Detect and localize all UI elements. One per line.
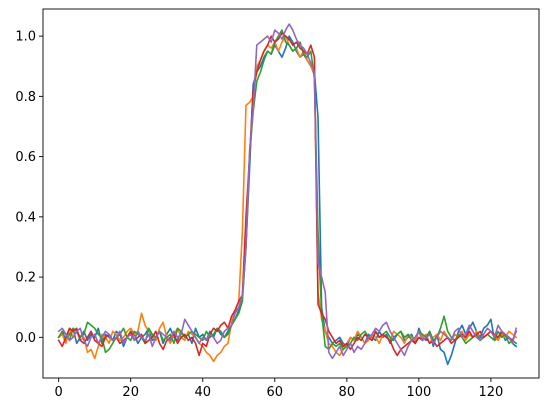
x-tick-label: 0 (55, 385, 63, 400)
series-line-1 (57, 35, 518, 366)
y-tick-label: 0.4 (15, 210, 36, 225)
x-tick-label: 20 (122, 385, 139, 400)
x-tick-label: 80 (339, 385, 356, 400)
plot-frame (42, 8, 540, 379)
y-tick-label: 0.0 (15, 331, 36, 346)
series-line-3 (57, 29, 518, 354)
x-tick-label: 40 (194, 385, 211, 400)
y-tick-label: 0.8 (15, 90, 36, 105)
series-layer (57, 23, 518, 366)
y-tick-label: 0.6 (15, 150, 36, 165)
series-line-5 (57, 23, 518, 360)
x-tick-label: 60 (267, 385, 284, 400)
series-line-2 (57, 35, 518, 363)
axes-layer: 0 20 40 60 80 100 120 0.0 0.2 0.4 0.6 0.8 1.0 (15, 8, 540, 400)
series-line-4 (57, 32, 518, 357)
x-tick-label: 120 (478, 385, 503, 400)
y-tick-label: 1.0 (15, 30, 36, 45)
y-tick-label: 0.2 (15, 271, 36, 286)
x-tick-label: 100 (406, 385, 431, 400)
